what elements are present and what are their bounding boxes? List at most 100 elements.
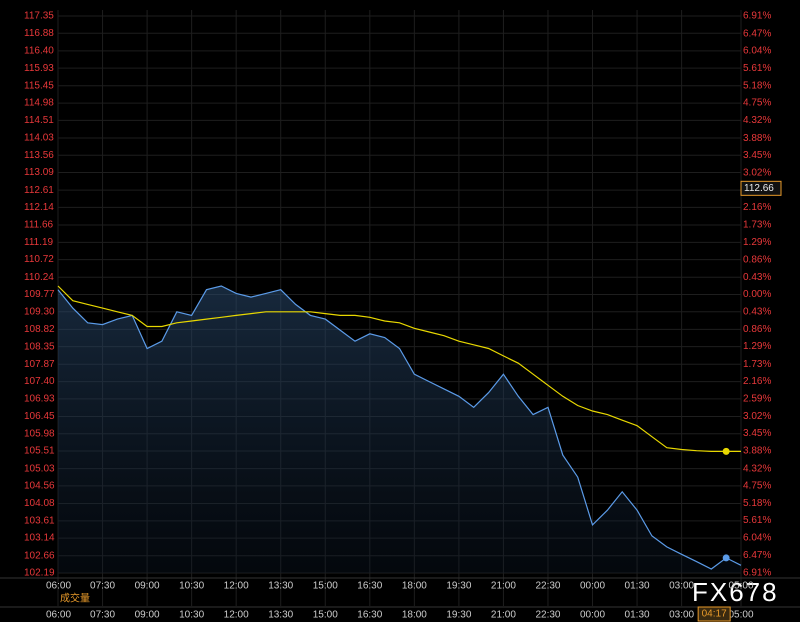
y-tick-label: 113.09 [24,167,54,178]
cursor-price-label: 112.66 [744,183,774,194]
y-tick-label: 115.93 [24,63,54,74]
x-tick-label: 06:00 [46,610,71,621]
y2-tick-label: 4.75% [743,98,771,109]
x-tick-label: 12:00 [224,610,249,621]
y2-tick-label: 1.29% [743,341,771,352]
y-tick-label: 102.19 [24,568,55,579]
y-tick-label: 116.88 [24,28,54,39]
y2-tick-label: 6.47% [743,28,771,39]
y-tick-label: 115.45 [24,80,54,91]
y-tick-label: 113.56 [24,150,54,161]
y-tick-label: 105.51 [24,446,55,457]
y-tick-label: 110.24 [24,272,54,283]
y2-tick-label: 0.43% [743,306,771,317]
y-tick-label: 109.30 [24,306,55,317]
y-tick-label: 109.77 [24,289,55,300]
y2-tick-label: 4.75% [743,481,771,492]
y-tick-label: 112.61 [24,185,54,196]
x-tick-label: 09:00 [135,610,160,621]
cursor-dot [722,554,730,562]
y2-tick-label: 1.29% [743,237,771,248]
y2-tick-label: 6.04% [743,46,771,57]
y-tick-label: 106.45 [24,411,55,422]
y2-tick-label: 6.91% [743,568,771,579]
y-tick-label: 110.72 [24,254,54,265]
y2-tick-label: 4.32% [743,115,771,126]
y-tick-label: 102.66 [24,550,55,561]
y-tick-label: 114.51 [24,115,54,126]
y-tick-label: 111.19 [24,237,54,248]
y2-tick-label: 3.45% [743,428,771,439]
y-tick-label: 104.08 [24,498,55,509]
y2-tick-label: 3.88% [743,446,771,457]
y2-tick-label: 0.86% [743,324,771,335]
y2-tick-label: 3.45% [743,150,771,161]
x-tick-label: 10:30 [179,610,204,621]
y2-tick-label: 1.73% [743,219,771,230]
y-tick-label: 116.40 [24,46,54,57]
y-tick-label: 104.56 [24,481,55,492]
x-tick-label: 00:00 [580,581,605,592]
x-tick-label: 00:00 [580,610,605,621]
x-tick-label: 18:00 [402,581,427,592]
watermark: FX678 [692,577,779,607]
y-tick-label: 114.98 [24,98,54,109]
y2-tick-label: 1.73% [743,359,771,370]
y-tick-label: 107.40 [24,376,55,387]
x-tick-label: 13:30 [268,610,293,621]
y2-tick-label: 5.61% [743,63,771,74]
y2-tick-label: 2.16% [743,202,771,213]
x-tick-label: 07:30 [90,581,115,592]
y-tick-label: 111.66 [24,220,54,231]
y-tick-label: 117.35 [24,11,54,22]
x-tick-label: 06:00 [46,581,71,592]
y-tick-label: 114.03 [24,133,54,144]
y-tick-label: 105.03 [24,463,55,474]
x-tick-label: 01:30 [625,581,650,592]
y-tick-label: 108.82 [24,324,55,335]
x-tick-label: 13:30 [268,581,293,592]
x-tick-label: 21:00 [491,581,516,592]
average-line [57,285,741,452]
x-tick-label: 09:00 [135,581,160,592]
x-tick-label: 03:00 [669,610,694,621]
price-area [58,286,741,573]
x-tick-label: 16:30 [357,610,382,621]
y2-tick-label: 3.88% [743,133,771,144]
y2-tick-label: 5.61% [743,515,771,526]
y-tick-label: 107.87 [24,359,55,370]
y2-tick-label: 0.43% [743,272,771,283]
y2-tick-label: 6.47% [743,550,771,561]
cursor-dot [722,447,730,455]
y2-tick-label: 0.00% [743,289,771,300]
x-tick-label: 03:00 [669,581,694,592]
x-tick-label: 05:00 [728,610,753,621]
x-tick-label: 16:30 [357,581,382,592]
volume-label: 成交量 [60,592,90,605]
cursor-time-box [697,606,731,622]
x-tick-label: 01:30 [625,610,650,621]
y-tick-label: 105.98 [24,428,55,439]
x-tick-label: 19:30 [446,581,471,592]
y-tick-label: 112.14 [24,202,54,213]
y2-tick-label: 6.91% [743,11,771,22]
y2-tick-label: 2.16% [743,376,771,387]
x-tick-label: 10:30 [179,581,204,592]
x-tick-label: 15:00 [313,610,338,621]
x-tick-label: 21:00 [491,610,516,621]
x-tick-label: 12:00 [224,581,249,592]
price-line [57,285,742,570]
y2-tick-label: 5.18% [743,80,771,91]
y-tick-label: 103.61 [24,515,55,526]
x-tick-label: 18:00 [402,610,427,621]
x-tick-label: 19:30 [446,610,471,621]
cursor-time-label: 04:17 [702,609,727,620]
x-tick-label: 15:00 [313,581,338,592]
y2-tick-label: 5.18% [743,498,771,509]
y2-tick-label: 0.86% [743,254,771,265]
y2-tick-label: 3.02% [743,167,771,178]
x-tick-label: 07:30 [90,610,115,621]
y2-tick-label: 3.02% [743,411,771,422]
y-tick-label: 108.35 [24,341,55,352]
